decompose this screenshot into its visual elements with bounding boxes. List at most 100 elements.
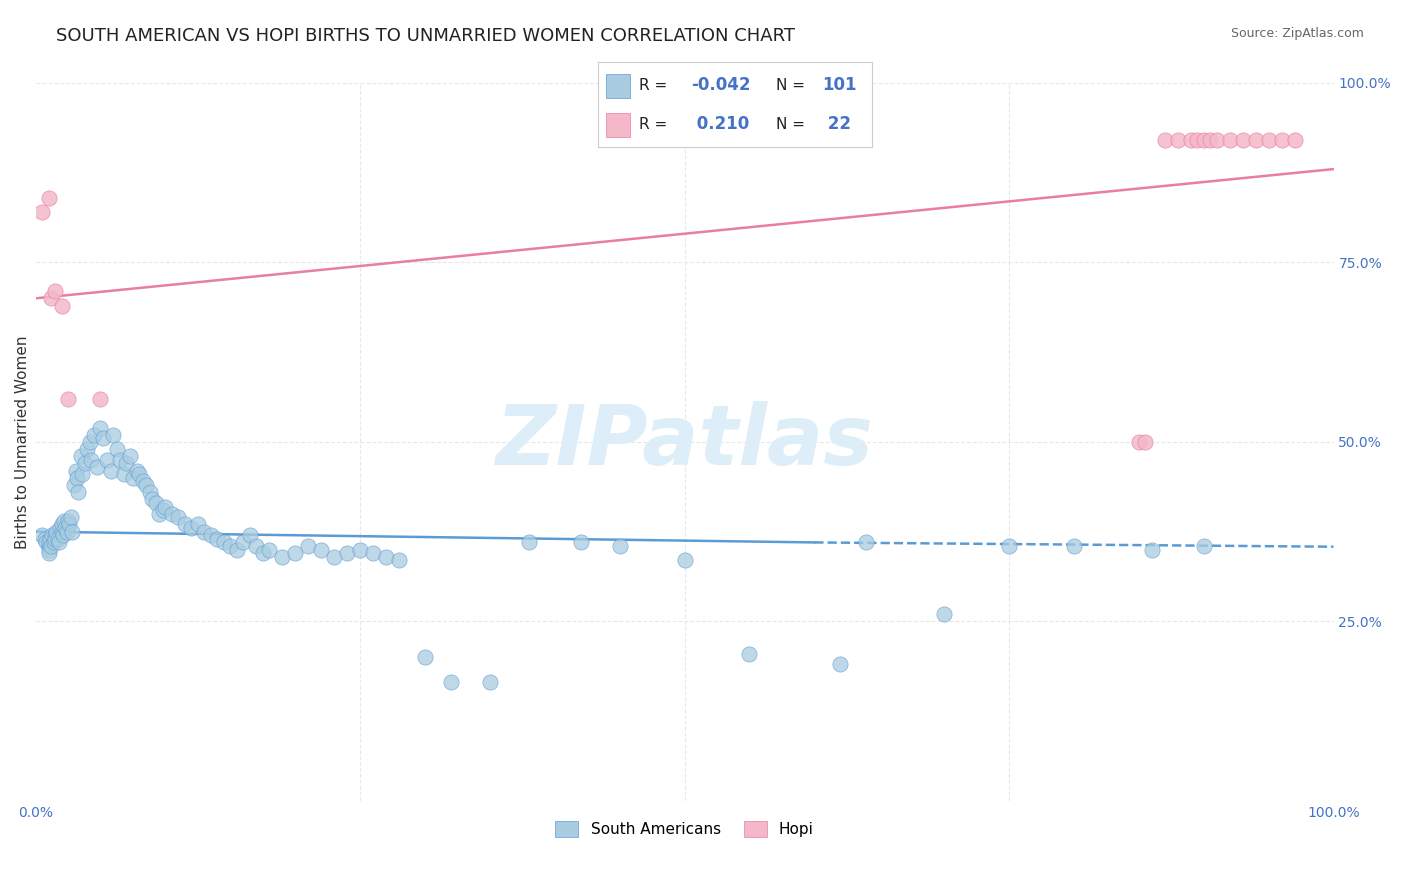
Point xyxy=(125,464,148,478)
Point xyxy=(51,517,73,532)
Point xyxy=(91,431,114,445)
Point xyxy=(1135,434,1157,449)
Text: -0.042: -0.042 xyxy=(690,77,751,95)
Point xyxy=(51,298,73,312)
Point xyxy=(45,524,67,539)
Point xyxy=(212,535,235,549)
Point xyxy=(225,542,247,557)
Point xyxy=(152,503,174,517)
Point xyxy=(103,427,125,442)
Point xyxy=(1167,133,1189,147)
Point xyxy=(257,542,280,557)
Point xyxy=(132,475,155,489)
Point xyxy=(1205,133,1227,147)
Point xyxy=(46,532,69,546)
Point xyxy=(52,528,75,542)
Point xyxy=(173,517,195,532)
Point xyxy=(1128,434,1150,449)
Point xyxy=(245,539,267,553)
Point xyxy=(297,539,319,553)
Point xyxy=(128,467,150,482)
Point xyxy=(89,420,111,434)
Point xyxy=(56,392,79,406)
Point xyxy=(1192,133,1215,147)
Point xyxy=(155,500,177,514)
Point xyxy=(673,553,696,567)
Point xyxy=(1187,133,1209,147)
Point xyxy=(63,478,86,492)
Point xyxy=(112,467,135,482)
Point xyxy=(79,434,101,449)
Point xyxy=(73,457,96,471)
Point xyxy=(67,485,90,500)
Point xyxy=(232,535,254,549)
Point xyxy=(49,521,72,535)
Point xyxy=(375,549,398,564)
Point xyxy=(120,450,142,464)
Point xyxy=(83,427,105,442)
Point xyxy=(53,514,76,528)
Point xyxy=(38,539,60,553)
Point xyxy=(100,464,122,478)
Point xyxy=(517,535,540,549)
Point xyxy=(51,524,73,539)
Text: N =: N = xyxy=(776,78,804,93)
Text: N =: N = xyxy=(776,117,804,132)
Point xyxy=(96,453,118,467)
Point xyxy=(44,284,66,298)
Y-axis label: Births to Unmarried Women: Births to Unmarried Women xyxy=(15,335,30,549)
Point xyxy=(44,528,66,542)
Point xyxy=(31,528,53,542)
Point xyxy=(830,657,852,672)
Point xyxy=(239,528,262,542)
Point xyxy=(58,517,80,532)
Point xyxy=(284,546,307,560)
Point xyxy=(148,507,170,521)
Point xyxy=(309,542,332,557)
Text: R =: R = xyxy=(638,117,666,132)
Point xyxy=(145,496,167,510)
Point xyxy=(39,539,62,553)
Point xyxy=(160,507,183,521)
Point xyxy=(180,521,202,535)
Point xyxy=(440,675,463,690)
Point xyxy=(86,460,108,475)
Point xyxy=(361,546,384,560)
Point xyxy=(108,453,131,467)
Point xyxy=(139,485,162,500)
Point xyxy=(1284,133,1306,147)
Point xyxy=(388,553,411,567)
Point xyxy=(35,535,58,549)
Point xyxy=(72,467,94,482)
Point xyxy=(42,535,65,549)
Point xyxy=(1244,133,1267,147)
Point xyxy=(44,532,66,546)
Point xyxy=(38,542,60,557)
Point xyxy=(135,478,157,492)
Point xyxy=(855,535,877,549)
Point xyxy=(252,546,274,560)
Point xyxy=(66,471,89,485)
Point xyxy=(55,521,77,535)
Point xyxy=(932,607,955,622)
Point xyxy=(323,549,346,564)
Point xyxy=(167,510,190,524)
Text: 101: 101 xyxy=(823,77,856,95)
Point xyxy=(1232,133,1254,147)
Point xyxy=(115,457,138,471)
Point xyxy=(219,539,242,553)
Point xyxy=(38,535,60,549)
Point xyxy=(70,450,93,464)
FancyBboxPatch shape xyxy=(606,113,630,137)
Text: 0.210: 0.210 xyxy=(690,115,749,133)
Point xyxy=(31,205,53,219)
Point xyxy=(207,532,229,546)
Point xyxy=(998,539,1021,553)
Point xyxy=(141,492,163,507)
Point xyxy=(1063,539,1085,553)
Point xyxy=(187,517,209,532)
Point xyxy=(336,546,359,560)
Text: Source: ZipAtlas.com: Source: ZipAtlas.com xyxy=(1230,27,1364,40)
Point xyxy=(1219,133,1241,147)
Point xyxy=(1271,133,1294,147)
